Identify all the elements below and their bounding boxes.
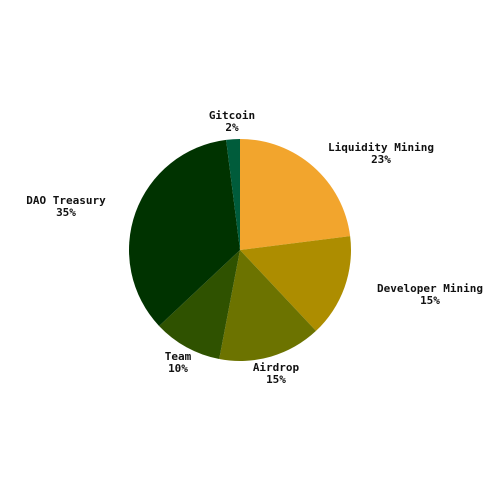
slice-percent-label: 23% <box>371 153 391 166</box>
slice-percent-label: 10% <box>168 362 188 375</box>
pie-slice-airdrop <box>219 250 316 361</box>
pie-slice-dao-treasury <box>129 139 240 326</box>
slice-percent-label: 2% <box>225 121 239 134</box>
slice-label: Developer Mining <box>377 282 483 295</box>
slice-label: Liquidity Mining <box>328 141 434 154</box>
slice-percent-label: 35% <box>56 206 76 219</box>
pie-slice-liquidity-mining <box>240 139 351 250</box>
slice-label: Team <box>165 350 192 363</box>
slice-label: DAO Treasury <box>26 194 106 207</box>
pie-slice-team <box>159 250 240 360</box>
slice-percent-label: 15% <box>420 294 440 307</box>
pie-slice-gitcoin <box>226 139 240 250</box>
slice-label: Gitcoin <box>209 109 255 122</box>
pie-slice-developer-mining <box>240 236 351 331</box>
slice-label: Airdrop <box>253 361 300 374</box>
pie-slices <box>129 139 351 361</box>
slice-percent-label: 15% <box>266 373 286 386</box>
